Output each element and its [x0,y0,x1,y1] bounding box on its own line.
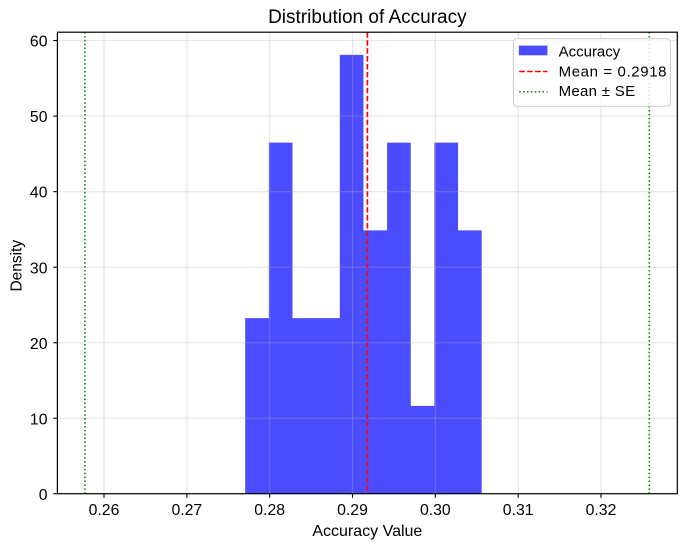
svg-text:Distribution of Accuracy: Distribution of Accuracy [268,7,467,28]
svg-text:Accuracy Value: Accuracy Value [312,523,422,540]
svg-text:Accuracy: Accuracy [559,43,621,60]
svg-text:0.29: 0.29 [337,502,368,519]
svg-text:40: 40 [30,185,48,202]
svg-text:50: 50 [30,109,48,126]
svg-text:20: 20 [30,336,48,353]
svg-text:0.26: 0.26 [89,502,120,519]
svg-text:0.27: 0.27 [171,502,202,519]
svg-text:30: 30 [30,260,48,277]
svg-text:Density: Density [9,240,26,292]
svg-text:0: 0 [39,487,48,504]
svg-text:0.28: 0.28 [254,502,285,519]
svg-text:60: 60 [30,34,48,51]
svg-text:Mean = 0.2918: Mean = 0.2918 [559,64,668,81]
svg-text:0.30: 0.30 [420,502,451,519]
svg-text:0.32: 0.32 [586,502,617,519]
svg-text:Mean ± SE: Mean ± SE [559,83,636,100]
svg-text:0.31: 0.31 [503,502,534,519]
svg-text:10: 10 [30,411,48,428]
